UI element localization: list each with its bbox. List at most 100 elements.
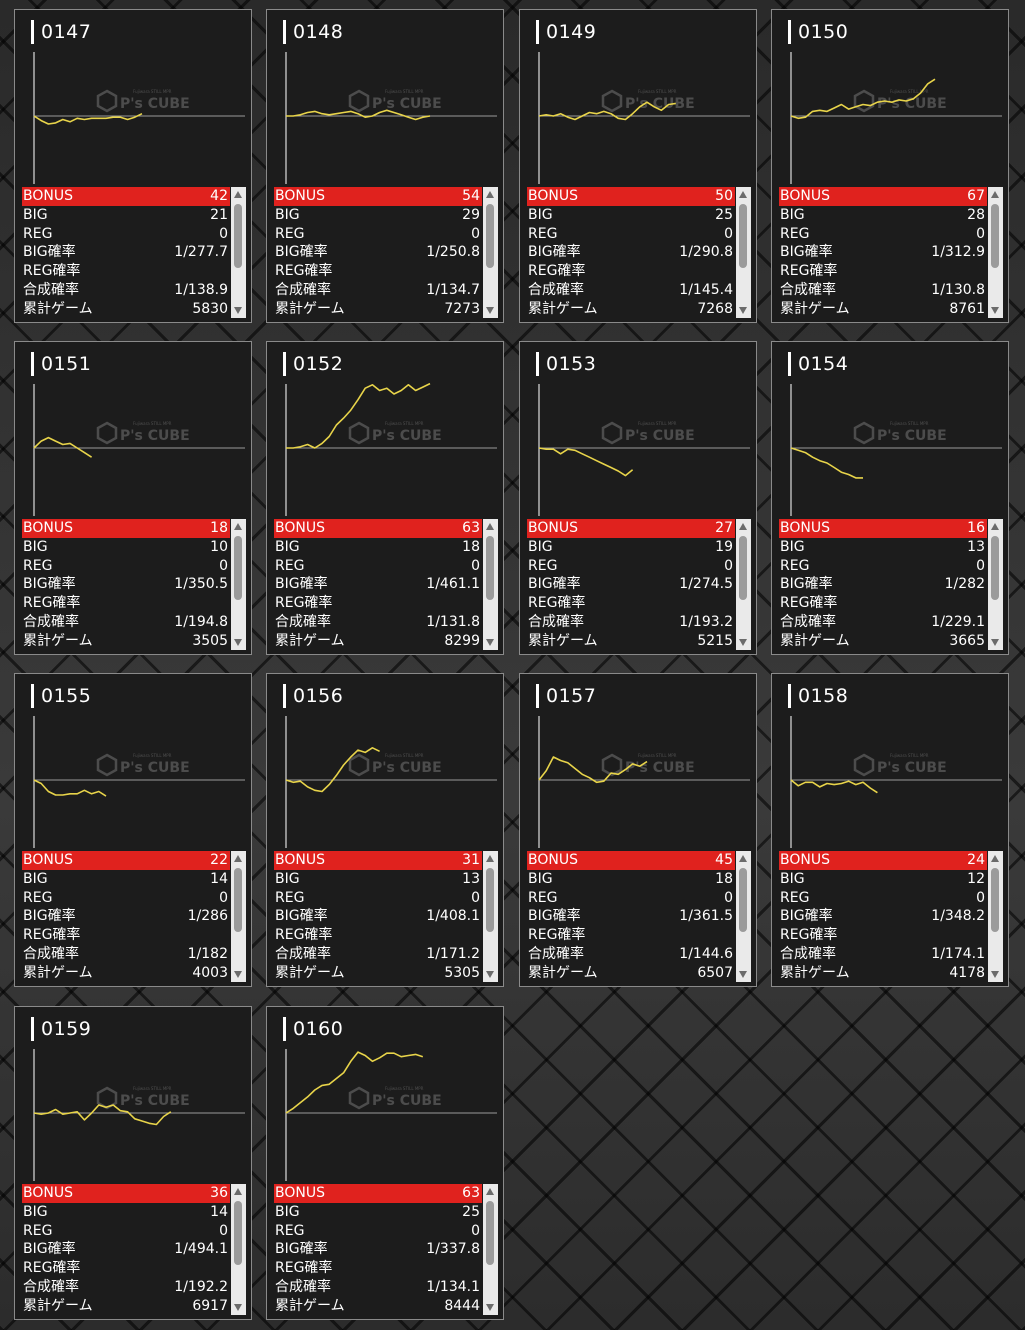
machine-card[interactable]: 0151 P's CUBE Fujiwara STILL MPR BONUS 18 BIG… xyxy=(14,341,252,655)
scroll-down-icon[interactable] xyxy=(234,1304,242,1311)
watermark-tagline: Fujiwara STILL MPR xyxy=(133,753,172,758)
reg-value: 0 xyxy=(471,557,480,574)
reg-rate-label: REG確率 xyxy=(23,927,81,944)
machine-number: 0156 xyxy=(283,684,343,708)
stats-scrollbar[interactable] xyxy=(231,851,246,982)
scroll-down-icon[interactable] xyxy=(739,971,747,978)
scroll-thumb[interactable] xyxy=(234,204,242,268)
scroll-thumb[interactable] xyxy=(486,536,494,600)
machine-card[interactable]: 0155 P's CUBE Fujiwara STILL MPR BONUS 22 BIG… xyxy=(14,673,252,987)
machine-card[interactable]: 0150 P's CUBE Fujiwara STILL MPR BONUS 67 BIG… xyxy=(771,9,1009,323)
scroll-up-icon[interactable] xyxy=(739,191,747,198)
big-rate-value: 1/494.1 xyxy=(174,1241,228,1258)
machine-card[interactable]: 0160 P's CUBE Fujiwara STILL MPR BONUS 63 BIG… xyxy=(266,1006,504,1320)
stats-scrollbar[interactable] xyxy=(483,187,498,318)
big-rate-label: BIG確率 xyxy=(275,1241,328,1258)
combined-rate-label: 合成確率 xyxy=(23,945,79,962)
bonus-value: 54 xyxy=(462,188,480,204)
machine-card[interactable]: 0154 P's CUBE Fujiwara STILL MPR BONUS 16 BIG… xyxy=(771,341,1009,655)
stats-scrollbar[interactable] xyxy=(231,519,246,650)
watermark-logo: P's CUBE Fujiwara STILL MPR xyxy=(348,89,442,113)
scroll-down-icon[interactable] xyxy=(739,639,747,646)
machine-card[interactable]: 0156 P's CUBE Fujiwara STILL MPR BONUS 31 BIG… xyxy=(266,673,504,987)
total-games-label: 累計ゲーム xyxy=(23,632,93,649)
machine-card[interactable]: 0157 P's CUBE Fujiwara STILL MPR BONUS 45 BIG… xyxy=(519,673,757,987)
scroll-down-icon[interactable] xyxy=(234,971,242,978)
stats-scrollbar[interactable] xyxy=(736,187,751,318)
scroll-down-icon[interactable] xyxy=(991,307,999,314)
stats-scrollbar[interactable] xyxy=(736,851,751,982)
slump-graph: P's CUBE Fujiwara STILL MPR xyxy=(275,710,497,850)
scroll-thumb[interactable] xyxy=(486,204,494,268)
scroll-down-icon[interactable] xyxy=(234,307,242,314)
scroll-thumb[interactable] xyxy=(991,868,999,932)
scroll-down-icon[interactable] xyxy=(991,971,999,978)
scroll-thumb[interactable] xyxy=(739,536,747,600)
big-rate-value: 1/337.8 xyxy=(426,1241,480,1258)
scroll-up-icon[interactable] xyxy=(991,855,999,862)
machine-card[interactable]: 0147 P's CUBE Fujiwara STILL MPR BONUS 42 BIG… xyxy=(14,9,252,323)
big-value: 12 xyxy=(967,870,985,887)
scroll-down-icon[interactable] xyxy=(486,1304,494,1311)
machine-card[interactable]: 0152 P's CUBE Fujiwara STILL MPR BONUS 63 BIG… xyxy=(266,341,504,655)
stats-scrollbar[interactable] xyxy=(231,187,246,318)
scroll-up-icon[interactable] xyxy=(991,523,999,530)
scroll-thumb[interactable] xyxy=(234,536,242,600)
scroll-down-icon[interactable] xyxy=(234,639,242,646)
scroll-thumb[interactable] xyxy=(486,868,494,932)
scroll-up-icon[interactable] xyxy=(739,855,747,862)
machine-card[interactable]: 0149 P's CUBE Fujiwara STILL MPR BONUS 50 BIG… xyxy=(519,9,757,323)
stats-scrollbar[interactable] xyxy=(483,519,498,650)
scroll-down-icon[interactable] xyxy=(486,971,494,978)
scroll-up-icon[interactable] xyxy=(234,1188,242,1195)
slump-graph: P's CUBE Fujiwara STILL MPR xyxy=(23,46,245,186)
watermark-brand: P's CUBE xyxy=(120,760,190,776)
watermark-tagline: Fujiwara STILL MPR xyxy=(890,421,929,426)
scroll-up-icon[interactable] xyxy=(486,1188,494,1195)
machine-card[interactable]: 0159 P's CUBE Fujiwara STILL MPR BONUS 36 BIG… xyxy=(14,1006,252,1320)
scroll-thumb[interactable] xyxy=(739,204,747,268)
stats-scrollbar[interactable] xyxy=(231,1184,246,1315)
scroll-up-icon[interactable] xyxy=(234,191,242,198)
scroll-up-icon[interactable] xyxy=(486,855,494,862)
scroll-thumb[interactable] xyxy=(234,1201,242,1265)
scroll-up-icon[interactable] xyxy=(234,855,242,862)
slump-graph: P's CUBE Fujiwara STILL MPR xyxy=(23,710,245,850)
scroll-thumb[interactable] xyxy=(739,868,747,932)
machine-card[interactable]: 0153 P's CUBE Fujiwara STILL MPR BONUS 27 BIG… xyxy=(519,341,757,655)
reg-label: REG xyxy=(528,557,558,574)
machine-card[interactable]: 0158 P's CUBE Fujiwara STILL MPR BONUS 24 BIG… xyxy=(771,673,1009,987)
stats-scrollbar[interactable] xyxy=(988,519,1003,650)
scroll-thumb[interactable] xyxy=(234,868,242,932)
stats-scrollbar[interactable] xyxy=(988,851,1003,982)
scroll-thumb[interactable] xyxy=(991,204,999,268)
stats-scrollbar[interactable] xyxy=(988,187,1003,318)
stat-row-reg-rate: REG確率 xyxy=(274,262,482,281)
bonus-value: 50 xyxy=(715,188,733,204)
scroll-down-icon[interactable] xyxy=(991,639,999,646)
bonus-value: 36 xyxy=(210,1185,228,1201)
stats-scrollbar[interactable] xyxy=(483,1184,498,1315)
stats-scrollbar[interactable] xyxy=(736,519,751,650)
scroll-down-icon[interactable] xyxy=(739,307,747,314)
stat-row-combined-rate: 合成確率 1/138.9 xyxy=(22,281,230,300)
scroll-thumb[interactable] xyxy=(486,1201,494,1265)
reg-rate-label: REG確率 xyxy=(23,595,81,612)
big-label: BIG xyxy=(23,1203,48,1220)
bonus-label: BONUS xyxy=(23,188,73,204)
scroll-up-icon[interactable] xyxy=(486,523,494,530)
stats-scrollbar[interactable] xyxy=(483,851,498,982)
combined-rate-label: 合成確率 xyxy=(275,945,331,962)
stat-row-reg-rate: REG確率 xyxy=(274,1259,482,1278)
machine-card[interactable]: 0148 P's CUBE Fujiwara STILL MPR BONUS 54 BIG… xyxy=(266,9,504,323)
scroll-up-icon[interactable] xyxy=(991,191,999,198)
scroll-thumb[interactable] xyxy=(991,536,999,600)
scroll-up-icon[interactable] xyxy=(486,191,494,198)
bonus-label: BONUS xyxy=(780,852,830,868)
stat-row-reg-rate: REG確率 xyxy=(22,262,230,281)
scroll-down-icon[interactable] xyxy=(486,307,494,314)
scroll-up-icon[interactable] xyxy=(739,523,747,530)
stat-row-reg-rate: REG確率 xyxy=(274,926,482,945)
scroll-up-icon[interactable] xyxy=(234,523,242,530)
scroll-down-icon[interactable] xyxy=(486,639,494,646)
